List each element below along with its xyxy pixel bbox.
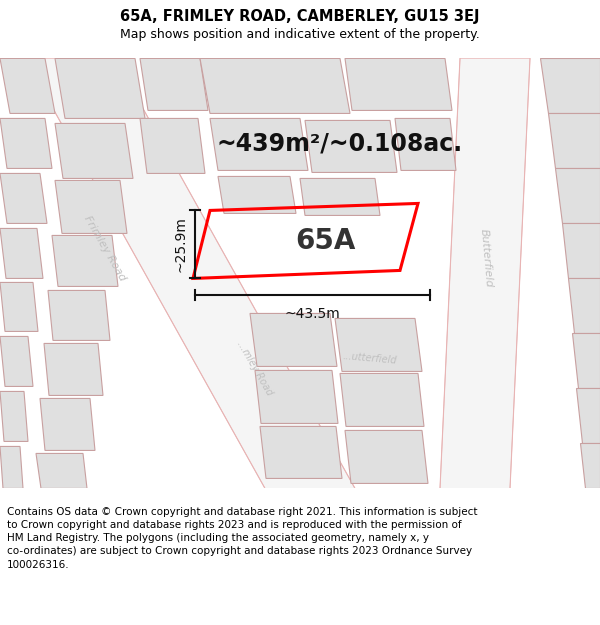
Polygon shape <box>0 336 33 386</box>
Polygon shape <box>0 282 38 331</box>
Text: Butterfield: Butterfield <box>478 229 494 288</box>
Polygon shape <box>260 426 342 478</box>
Polygon shape <box>440 58 530 488</box>
Polygon shape <box>55 124 133 179</box>
Polygon shape <box>52 236 118 286</box>
Polygon shape <box>555 168 600 223</box>
Polygon shape <box>255 371 338 423</box>
Polygon shape <box>568 279 600 334</box>
Polygon shape <box>0 446 23 488</box>
Text: Contains OS data © Crown copyright and database right 2021. This information is : Contains OS data © Crown copyright and d… <box>7 507 478 569</box>
Polygon shape <box>305 121 397 172</box>
Text: ~25.9m: ~25.9m <box>173 216 187 272</box>
Polygon shape <box>36 453 87 488</box>
Polygon shape <box>55 181 127 233</box>
Text: 65A, FRIMLEY ROAD, CAMBERLEY, GU15 3EJ: 65A, FRIMLEY ROAD, CAMBERLEY, GU15 3EJ <box>120 9 480 24</box>
Polygon shape <box>25 58 355 488</box>
Polygon shape <box>562 223 600 279</box>
Polygon shape <box>0 391 28 441</box>
Polygon shape <box>572 334 600 388</box>
Polygon shape <box>40 399 95 451</box>
Text: Map shows position and indicative extent of the property.: Map shows position and indicative extent… <box>120 28 480 41</box>
Text: ~43.5m: ~43.5m <box>284 308 340 321</box>
Polygon shape <box>340 373 424 426</box>
Text: Frimley Road: Frimley Road <box>82 214 128 283</box>
Polygon shape <box>345 58 452 111</box>
Polygon shape <box>548 114 600 168</box>
Polygon shape <box>200 58 350 114</box>
Polygon shape <box>300 179 380 216</box>
Polygon shape <box>0 228 43 279</box>
Polygon shape <box>580 443 600 488</box>
Polygon shape <box>335 318 422 371</box>
Polygon shape <box>250 314 337 366</box>
Polygon shape <box>48 291 110 341</box>
Polygon shape <box>345 431 428 483</box>
Polygon shape <box>395 119 456 171</box>
Polygon shape <box>0 119 52 168</box>
Text: ~439m²/~0.108ac.: ~439m²/~0.108ac. <box>217 131 463 156</box>
Polygon shape <box>0 58 55 114</box>
Polygon shape <box>140 119 205 173</box>
Text: 65A: 65A <box>295 227 355 255</box>
Polygon shape <box>140 58 208 111</box>
Polygon shape <box>44 344 103 396</box>
Polygon shape <box>540 58 600 114</box>
Text: ...mley Road: ...mley Road <box>235 339 275 398</box>
Polygon shape <box>55 58 145 119</box>
Polygon shape <box>218 176 296 213</box>
Polygon shape <box>0 173 47 223</box>
Text: ...utterfield: ...utterfield <box>343 351 398 366</box>
Polygon shape <box>210 119 308 171</box>
Polygon shape <box>576 388 600 443</box>
